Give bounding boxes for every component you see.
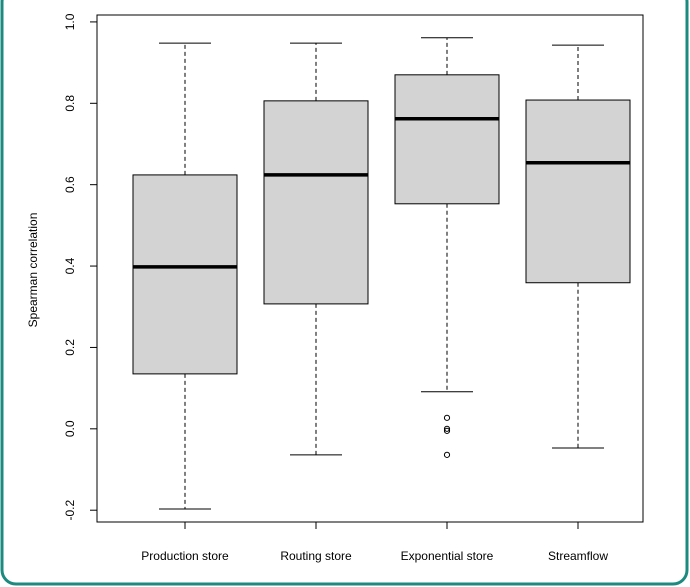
- y-tick-label: 0.0: [63, 420, 77, 437]
- y-tick-label: 0.4: [63, 257, 77, 274]
- y-axis-label: Spearman correlation: [26, 213, 40, 328]
- y-tick-label: 0.2: [63, 339, 77, 356]
- y-tick-label: 0.8: [63, 95, 77, 112]
- box: [263, 100, 369, 305]
- y-tick-label: 1.0: [63, 13, 77, 30]
- outlier: [443, 414, 451, 421]
- outlier: [443, 427, 451, 434]
- y-tick-label: 0.6: [63, 176, 77, 193]
- y-tick-label: -0.2: [63, 500, 77, 521]
- x-tick-label: Production store: [141, 549, 229, 563]
- box: [394, 74, 500, 205]
- outlier: [443, 451, 451, 458]
- x-tick-label: Routing store: [280, 549, 352, 563]
- box: [525, 99, 631, 284]
- outlier: [443, 425, 451, 432]
- x-tick-label: Streamflow: [548, 549, 608, 563]
- box: [132, 174, 238, 375]
- x-tick-label: Exponential store: [401, 549, 494, 563]
